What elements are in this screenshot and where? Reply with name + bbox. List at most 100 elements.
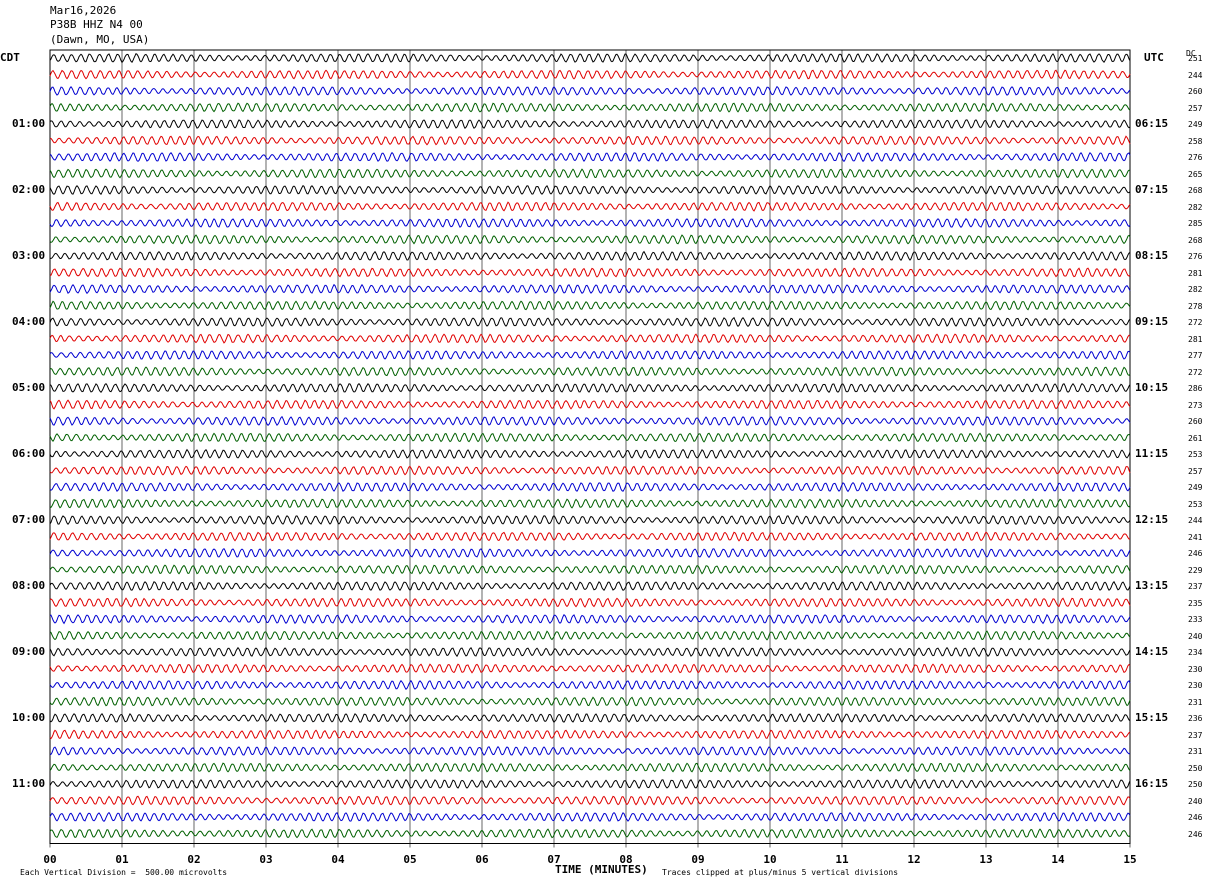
x-tick-label: 00 (43, 853, 57, 866)
left-hour-label: 03:00 (12, 249, 46, 262)
seismic-trace (49, 135, 1131, 146)
seismic-trace (49, 498, 1131, 509)
seismic-trace (49, 448, 1131, 460)
seismic-trace (49, 382, 1131, 393)
seismic-trace (49, 514, 1131, 525)
dc-offset-value: 281 (1188, 334, 1203, 344)
dc-offset-value: 233 (1188, 615, 1203, 624)
left-hour-label: 08:00 (12, 579, 46, 592)
dc-offset-value: 244 (1188, 516, 1203, 525)
dc-offset-value: 240 (1188, 796, 1203, 806)
dc-offset-value: 260 (1188, 417, 1203, 426)
left-hour-label: 10:00 (12, 711, 46, 724)
x-tick-label: 11 (835, 853, 849, 866)
seismic-trace (49, 333, 1131, 344)
dc-offset-value: 286 (1188, 384, 1203, 393)
seismic-trace (49, 85, 1131, 97)
seismic-trace (49, 564, 1131, 575)
seismic-trace (49, 580, 1131, 592)
dc-offset-value: 230 (1188, 681, 1203, 690)
seismic-trace (49, 184, 1131, 196)
seismic-trace (49, 531, 1131, 542)
dc-column-label: DC (1186, 49, 1196, 58)
dc-offset-value: 249 (1188, 483, 1203, 492)
dc-offset-value: 230 (1188, 664, 1203, 674)
dc-offset-value: 281 (1188, 268, 1203, 278)
seismic-trace (49, 613, 1131, 625)
seismic-trace (49, 250, 1131, 261)
right-hour-label: 09:15 (1135, 315, 1169, 328)
x-tick-label: 07 (547, 853, 561, 866)
right-hour-label: 15:15 (1135, 711, 1169, 724)
dc-offset-value: 240 (1188, 631, 1203, 641)
x-tick-label: 12 (907, 853, 921, 866)
seismic-trace (49, 696, 1131, 707)
seismic-trace (49, 597, 1131, 608)
seismic-trace (49, 481, 1131, 493)
x-tick-label: 10 (763, 853, 777, 866)
dc-offset-value: 236 (1188, 714, 1203, 723)
left-hour-label: 11:00 (12, 777, 46, 790)
right-hour-label: 12:15 (1135, 513, 1169, 526)
dc-offset-value: 258 (1188, 136, 1203, 146)
x-tick-label: 08 (619, 853, 633, 866)
dc-offset-value: 276 (1188, 153, 1203, 162)
dc-offset-value: 272 (1188, 318, 1203, 327)
dc-offset-value: 276 (1188, 252, 1203, 261)
seismic-trace (49, 102, 1131, 113)
seismic-trace (49, 679, 1131, 691)
right-hour-label: 06:15 (1135, 117, 1169, 130)
left-hour-label: 04:00 (12, 315, 46, 328)
dc-offset-value: 273 (1188, 400, 1203, 410)
dc-offset-value: 237 (1188, 730, 1203, 740)
dc-offset-value: 272 (1188, 367, 1203, 377)
seismic-trace (49, 300, 1131, 311)
seismic-trace (49, 234, 1131, 245)
footer-scale-note: Each Vertical Division = 500.00 microvol… (20, 868, 228, 877)
dc-offset-value: 251 (1188, 54, 1203, 63)
dc-offset-value: 241 (1188, 532, 1203, 542)
left-hour-label: 01:00 (12, 117, 46, 130)
seismic-trace (49, 432, 1131, 443)
left-hour-label: 05:00 (12, 381, 46, 394)
seismic-trace (49, 366, 1131, 377)
seismic-trace (49, 350, 1131, 361)
dc-offset-value: 278 (1188, 301, 1203, 311)
dc-offset-value: 231 (1188, 697, 1203, 707)
left-hour-label: 09:00 (12, 645, 46, 658)
dc-offset-value: 257 (1188, 466, 1203, 476)
dc-offset-value: 249 (1188, 120, 1203, 129)
seismic-trace (49, 778, 1131, 789)
left-hour-label: 07:00 (12, 513, 46, 526)
dc-offset-value: 282 (1188, 285, 1203, 294)
x-tick-label: 13 (979, 853, 993, 866)
seismic-trace (49, 712, 1131, 724)
right-hour-label: 16:15 (1135, 777, 1169, 790)
dc-offset-value: 229 (1188, 565, 1203, 575)
seismic-trace (49, 52, 1131, 64)
seismic-trace (49, 119, 1131, 130)
plot-frame (49, 49, 1131, 844)
right-hour-label: 10:15 (1135, 381, 1169, 394)
seismic-trace (49, 415, 1131, 427)
seismic-trace (49, 811, 1131, 822)
dc-offset-value: 246 (1188, 549, 1203, 558)
x-tick-label: 06 (475, 853, 489, 866)
seismic-trace (49, 168, 1130, 179)
header-station: P38B HHZ N4 00 (50, 18, 143, 31)
dc-offset-value: 257 (1188, 103, 1203, 113)
dc-offset-value: 268 (1188, 186, 1203, 195)
x-axis-title: TIME (MINUTES) (555, 863, 648, 876)
dc-offset-value: 261 (1188, 433, 1203, 443)
left-hour-label: 06:00 (12, 447, 46, 460)
footer-clip-note: Traces clipped at plus/minus 5 vertical … (662, 868, 899, 877)
dc-offset-value: 244 (1188, 70, 1203, 80)
dc-offset-value: 268 (1188, 235, 1203, 245)
right-hour-label: 07:15 (1135, 183, 1169, 196)
dc-offset-value: 237 (1188, 582, 1203, 591)
seismic-trace (49, 283, 1131, 295)
seismic-trace (49, 399, 1131, 410)
x-tick-label: 03 (259, 853, 273, 866)
seismic-trace (49, 465, 1131, 476)
